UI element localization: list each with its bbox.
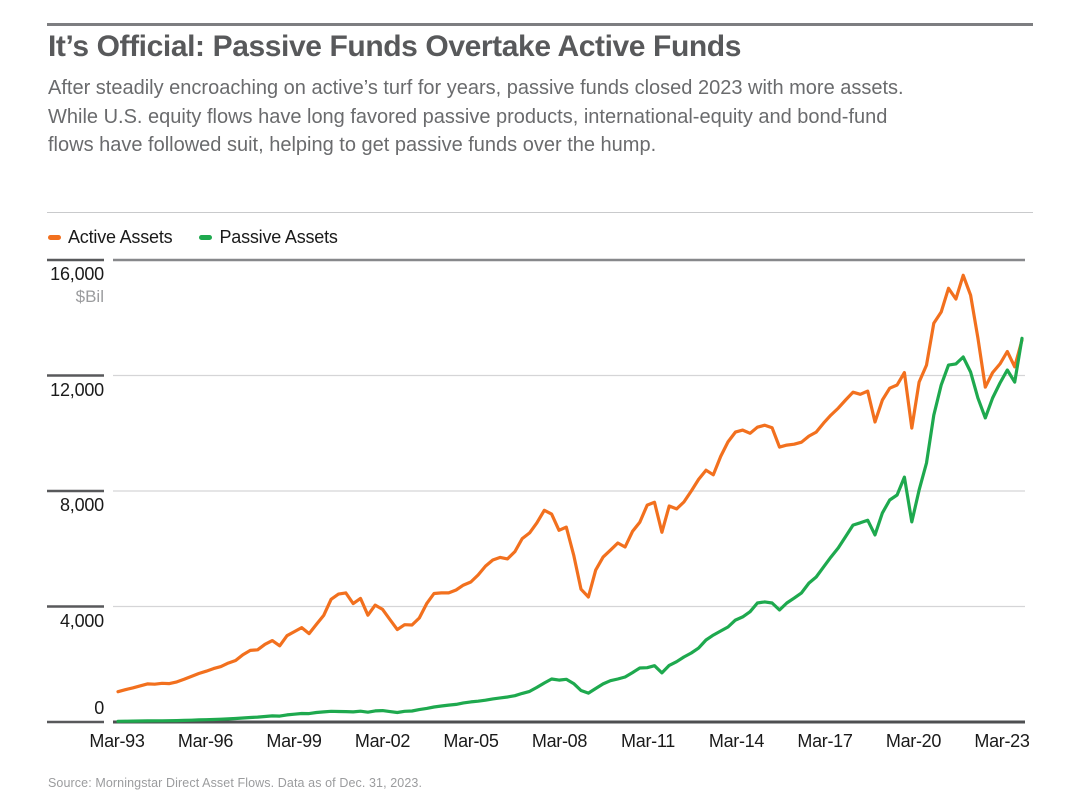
top-rule xyxy=(47,23,1033,26)
y-axis-unit-label: $Bil xyxy=(75,287,104,306)
x-axis-tick-label: Mar-11 xyxy=(621,731,675,751)
legend-item-passive-assets: Passive Assets xyxy=(199,227,338,248)
chart-subtitle-line-3: flows have followed suit, helping to get… xyxy=(48,134,657,156)
x-axis-tick-label: Mar-05 xyxy=(443,731,499,751)
x-axis-tick-label: Mar-20 xyxy=(885,731,942,751)
passive-assets-swatch-icon xyxy=(199,235,213,240)
x-axis-tick-label: Mar-02 xyxy=(354,731,411,751)
chart-legend: Active Assets Passive Assets xyxy=(48,227,338,248)
series-line-passive-assets xyxy=(116,336,1024,723)
y-axis-tick-label: 0 xyxy=(94,698,104,718)
x-axis-tick-label: Mar-17 xyxy=(797,731,853,751)
y-axis-tick-label: 4,000 xyxy=(59,610,104,631)
legend-label-active-assets: Active Assets xyxy=(68,227,173,247)
chart-subtitle: After steadily encroaching on active’s t… xyxy=(48,74,904,160)
x-axis-tick-label: Mar-99 xyxy=(266,731,322,751)
x-axis-tick-label: Mar-14 xyxy=(708,731,765,751)
legend-item-active-assets: Active Assets xyxy=(48,227,173,248)
source-note: Source: Morningstar Direct Asset Flows. … xyxy=(48,776,423,790)
chart-subtitle-line-1: After steadily encroaching on active’s t… xyxy=(48,77,904,99)
chart-subtitle-line-2: While U.S. equity flows have long favore… xyxy=(48,105,888,128)
active-assets-swatch-icon xyxy=(48,235,61,240)
x-axis-tick-label: Mar-96 xyxy=(177,731,234,751)
x-axis-tick-label: Mar-08 xyxy=(531,731,588,751)
x-axis-tick-label: Mar-23 xyxy=(974,731,1030,751)
x-axis-tick-label: Mar-93 xyxy=(89,731,145,751)
y-axis-tick-label: 12,000 xyxy=(50,379,104,400)
series-line-active-assets xyxy=(116,273,1024,694)
legend-label-passive-assets: Passive Assets xyxy=(219,227,338,247)
legend-divider-rule xyxy=(47,212,1033,213)
chart-title: It’s Official: Passive Funds Overtake Ac… xyxy=(48,30,742,63)
y-axis-tick-label: 8,000 xyxy=(59,495,104,515)
y-axis-tick-label: 16,000 xyxy=(50,264,104,284)
